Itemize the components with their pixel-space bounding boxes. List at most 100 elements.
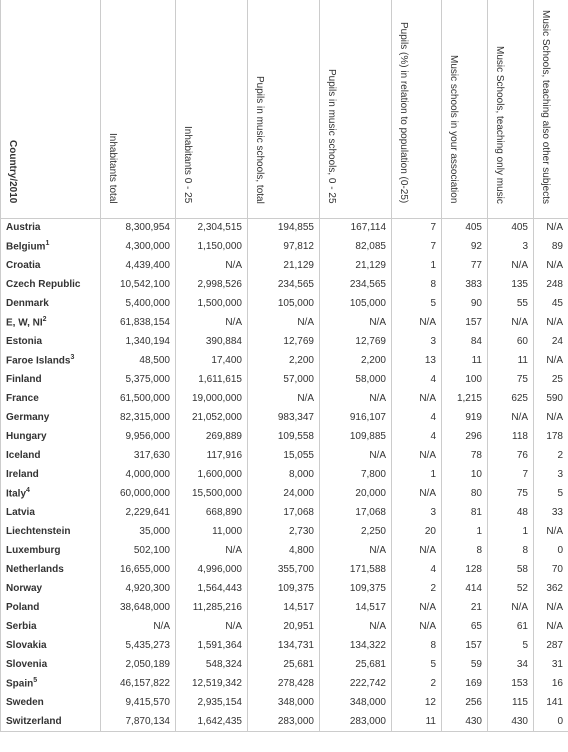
- value-cell: 10: [442, 465, 488, 484]
- value-cell: 55: [488, 294, 534, 313]
- value-cell: 4,800: [248, 541, 320, 560]
- value-cell: N/A: [392, 617, 442, 636]
- value-cell: 2,250: [320, 522, 392, 541]
- value-cell: N/A: [320, 541, 392, 560]
- value-cell: 222,742: [320, 674, 392, 693]
- value-cell: 35,000: [101, 522, 176, 541]
- country-cell: E, W, NI2: [1, 313, 101, 332]
- value-cell: 405: [488, 218, 534, 237]
- value-cell: 2: [392, 579, 442, 598]
- country-cell: Latvia: [1, 503, 101, 522]
- header-row: Country/2010 Inhabitants total Inhabitan…: [1, 0, 568, 218]
- value-cell: 82,085: [320, 237, 392, 256]
- value-cell: N/A: [392, 313, 442, 332]
- value-cell: 169: [442, 674, 488, 693]
- value-cell: 14,517: [248, 598, 320, 617]
- value-cell: 12,519,342: [176, 674, 248, 693]
- value-cell: 17,400: [176, 351, 248, 370]
- col-schools-music-only: Music Schools, teaching only music: [488, 0, 534, 218]
- value-cell: 19,000,000: [176, 389, 248, 408]
- table-row: Luxemburg502,100N/A4,800N/AN/A880: [1, 541, 568, 560]
- value-cell: 48: [488, 503, 534, 522]
- country-cell: Hungary: [1, 427, 101, 446]
- value-cell: 4,300,000: [101, 237, 176, 256]
- value-cell: 269,889: [176, 427, 248, 446]
- value-cell: 4,996,000: [176, 560, 248, 579]
- value-cell: 2,050,189: [101, 655, 176, 674]
- value-cell: N/A: [392, 598, 442, 617]
- value-cell: 5: [392, 655, 442, 674]
- col-inhabitants-total: Inhabitants total: [101, 0, 176, 218]
- table-row: Estonia1,340,194390,88412,76912,76938460…: [1, 332, 568, 351]
- value-cell: 12: [392, 693, 442, 712]
- country-cell: Norway: [1, 579, 101, 598]
- value-cell: 2,730: [248, 522, 320, 541]
- value-cell: 178: [534, 427, 568, 446]
- value-cell: 52: [488, 579, 534, 598]
- table-row: Norway4,920,3001,564,443109,375109,37524…: [1, 579, 568, 598]
- value-cell: 2,935,154: [176, 693, 248, 712]
- value-cell: 61,838,154: [101, 313, 176, 332]
- table-row: Poland38,648,00011,285,21614,51714,517N/…: [1, 598, 568, 617]
- value-cell: 17,068: [248, 503, 320, 522]
- value-cell: 9,415,570: [101, 693, 176, 712]
- value-cell: 4,439,400: [101, 256, 176, 275]
- value-cell: N/A: [101, 617, 176, 636]
- value-cell: 128: [442, 560, 488, 579]
- table-row: Finland5,375,0001,611,61557,00058,000410…: [1, 370, 568, 389]
- value-cell: N/A: [534, 617, 568, 636]
- value-cell: N/A: [488, 313, 534, 332]
- country-cell: Ireland: [1, 465, 101, 484]
- value-cell: 135: [488, 275, 534, 294]
- value-cell: 118: [488, 427, 534, 446]
- table-row: Croatia4,439,400N/A21,12921,129177N/AN/A: [1, 256, 568, 275]
- value-cell: N/A: [488, 598, 534, 617]
- country-cell: Netherlands: [1, 560, 101, 579]
- value-cell: 109,375: [320, 579, 392, 598]
- value-cell: 8: [392, 636, 442, 655]
- country-cell: Sweden: [1, 693, 101, 712]
- value-cell: N/A: [392, 446, 442, 465]
- value-cell: 4: [392, 408, 442, 427]
- value-cell: 109,885: [320, 427, 392, 446]
- value-cell: N/A: [534, 218, 568, 237]
- table-row: Liechtenstein35,00011,0002,7302,2502011N…: [1, 522, 568, 541]
- value-cell: 76: [488, 446, 534, 465]
- value-cell: 3: [392, 332, 442, 351]
- table-row: Hungary9,956,000269,889109,558109,885429…: [1, 427, 568, 446]
- country-cell: Slovakia: [1, 636, 101, 655]
- table-row: Slovenia2,050,189548,32425,68125,6815593…: [1, 655, 568, 674]
- value-cell: 3: [534, 465, 568, 484]
- value-cell: 1,150,000: [176, 237, 248, 256]
- value-cell: 60: [488, 332, 534, 351]
- value-cell: 82,315,000: [101, 408, 176, 427]
- value-cell: 2,304,515: [176, 218, 248, 237]
- country-cell: Estonia: [1, 332, 101, 351]
- value-cell: 430: [488, 712, 534, 731]
- value-cell: 296: [442, 427, 488, 446]
- value-cell: 5: [534, 484, 568, 503]
- table-row: Czech Republic10,542,1002,998,526234,565…: [1, 275, 568, 294]
- table-row: Latvia2,229,641668,89017,06817,068381483…: [1, 503, 568, 522]
- value-cell: 234,565: [248, 275, 320, 294]
- country-cell: Croatia: [1, 256, 101, 275]
- value-cell: 21,129: [320, 256, 392, 275]
- value-cell: 134,731: [248, 636, 320, 655]
- country-cell: Faroe Islands3: [1, 351, 101, 370]
- table-row: SerbiaN/AN/A20,951N/AN/A6561N/A: [1, 617, 568, 636]
- value-cell: 4,920,300: [101, 579, 176, 598]
- value-cell: 8: [392, 275, 442, 294]
- value-cell: 109,558: [248, 427, 320, 446]
- country-cell: Finland: [1, 370, 101, 389]
- value-cell: 16: [534, 674, 568, 693]
- value-cell: 167,114: [320, 218, 392, 237]
- value-cell: 278,428: [248, 674, 320, 693]
- country-cell: Liechtenstein: [1, 522, 101, 541]
- value-cell: 5,435,273: [101, 636, 176, 655]
- value-cell: 15,500,000: [176, 484, 248, 503]
- value-cell: N/A: [176, 313, 248, 332]
- value-cell: 157: [442, 636, 488, 655]
- value-cell: N/A: [534, 598, 568, 617]
- value-cell: 24,000: [248, 484, 320, 503]
- value-cell: 25,681: [320, 655, 392, 674]
